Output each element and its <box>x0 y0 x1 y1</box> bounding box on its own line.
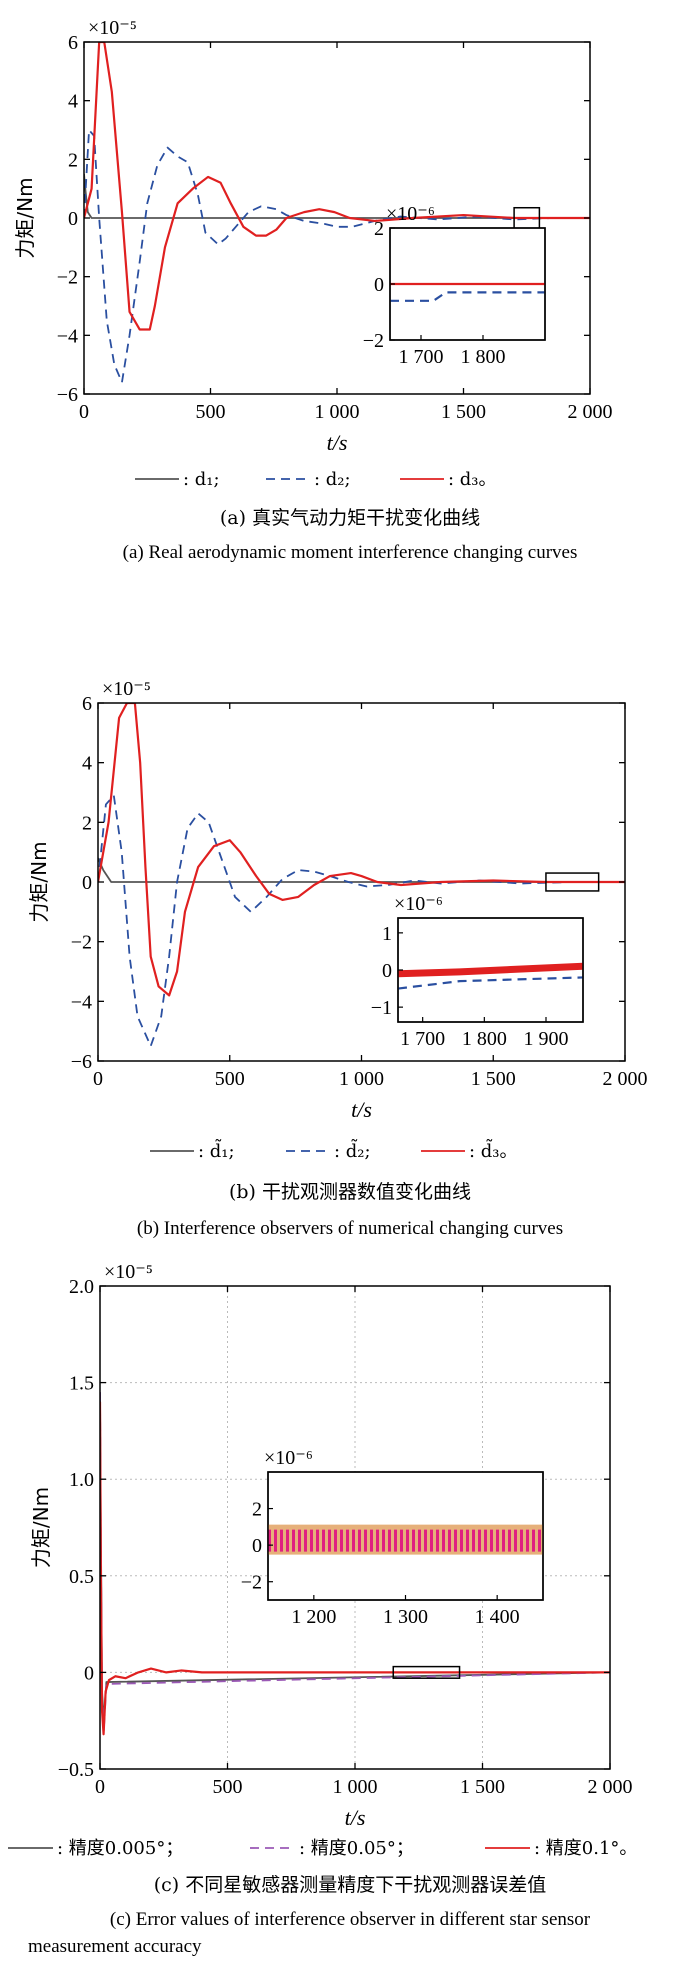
y-tick-label: 0.5 <box>69 1566 94 1588</box>
y-tick-label: 0 <box>68 208 78 230</box>
legend-label-3: : d̃₃。 <box>469 1139 518 1162</box>
series-line-3 <box>98 703 625 997</box>
y-axis-label: 力矩/Nm <box>13 177 37 258</box>
y-exponent-label: ×10⁻⁵ <box>104 1261 153 1283</box>
y-exponent-label: ×10⁻⁵ <box>102 678 151 700</box>
inset-y-tick-label: 0 <box>382 960 392 982</box>
inset-y-tick-label: 0 <box>252 1535 262 1557</box>
legend-label-1: : 精度0.005°； <box>57 1838 183 1859</box>
y-tick-label: 1.0 <box>69 1469 94 1491</box>
y-exponent-label: ×10⁻⁵ <box>88 17 137 39</box>
y-tick-label: −2 <box>71 932 92 954</box>
y-tick-label: −0.5 <box>58 1759 94 1781</box>
series-line-3 <box>84 42 590 331</box>
legend-label-1: : d̃₁; <box>198 1139 235 1162</box>
y-axis-label: 力矩/Nm <box>29 1487 53 1568</box>
y-tick-label: 6 <box>82 693 92 715</box>
caption-en-line-1: (c) Error values of interference observe… <box>110 1909 591 1930</box>
inset-y-tick-label: −2 <box>241 1572 262 1594</box>
legend-label-2: : d̃₂; <box>334 1139 371 1162</box>
inset-y-exponent-label: ×10⁻⁶ <box>386 203 435 225</box>
legend-label-1: : d₁; <box>183 469 220 490</box>
inset-y-tick-label: 0 <box>374 274 384 296</box>
x-tick-label: 2 000 <box>568 401 613 423</box>
y-tick-label: −6 <box>71 1051 92 1073</box>
y-tick-label: −4 <box>57 325 78 347</box>
y-tick-label: 2 <box>82 812 92 834</box>
series-line-2 <box>84 129 590 384</box>
chart-1: 0 500 1 000 1 500 2 000 −6 −4 −2 0 2 4 6 ×10⁻⁵ 力矩/Nm t… <box>27 678 648 1239</box>
x-tick-label: 1 500 <box>471 1068 516 1090</box>
inset-y-tick-label: 2 <box>374 218 384 240</box>
inset-y-exponent-label: ×10⁻⁶ <box>264 1447 313 1469</box>
x-axis-label: t/s <box>351 1097 372 1122</box>
x-tick-label: 1 000 <box>333 1776 378 1798</box>
inset-x-tick-label: 1 800 <box>461 346 506 368</box>
legend-label-3: : 精度0.1°。 <box>534 1838 637 1859</box>
x-tick-label: 1 500 <box>441 401 486 423</box>
y-tick-label: 4 <box>68 91 78 113</box>
inset-y-tick-label: 1 <box>382 923 392 945</box>
y-tick-label: −2 <box>57 267 78 289</box>
x-tick-label: 0 <box>93 1068 103 1090</box>
y-tick-label: 0 <box>84 1662 94 1684</box>
inset-series-line-1 <box>398 976 583 990</box>
inset-y-tick-label: 2 <box>252 1499 262 1521</box>
y-tick-label: 6 <box>68 32 78 54</box>
legend-label-2: : d₂; <box>314 469 351 490</box>
inset-y-tick-label: −2 <box>363 330 384 352</box>
x-tick-label: 500 <box>213 1776 243 1798</box>
inset-x-tick-label: 1 700 <box>399 346 444 368</box>
zoom-region-box <box>545 872 600 892</box>
chart-0: 0 500 1 000 1 500 2 000 −6 −4 −2 0 2 4 6 ×10⁻⁵ 力矩/Nm t… <box>13 17 613 563</box>
x-tick-label: 1 500 <box>460 1776 505 1798</box>
inset-series-line-2 <box>398 962 583 978</box>
y-tick-label: −4 <box>71 991 92 1013</box>
zoom-region-box <box>392 1665 461 1679</box>
x-tick-label: 2 000 <box>588 1776 633 1798</box>
y-tick-label: 4 <box>82 753 92 775</box>
inset-y-exponent-label: ×10⁻⁶ <box>394 893 443 915</box>
caption-cn: (a) 真实气动力矩干扰变化曲线 <box>220 507 480 529</box>
x-tick-label: 0 <box>79 401 89 423</box>
x-axis-label: t/s <box>345 1805 366 1830</box>
legend-label-2: : 精度0.05°； <box>299 1838 414 1859</box>
y-tick-label: 0 <box>82 872 92 894</box>
inset-y-tick-label: −1 <box>371 997 392 1019</box>
y-tick-label: 1.5 <box>69 1373 94 1395</box>
inset-series-line-1 <box>390 291 545 302</box>
inset-x-tick-label: 1 900 <box>524 1028 569 1050</box>
y-tick-label: 2 <box>68 149 78 171</box>
series-line-1 <box>84 173 590 219</box>
x-tick-label: 1 000 <box>315 401 360 423</box>
x-tick-label: 500 <box>215 1068 245 1090</box>
caption-en: (b) Interference observers of numerical … <box>137 1218 563 1239</box>
series-line-2 <box>98 794 625 1047</box>
inset-x-tick-label: 1 300 <box>383 1606 428 1628</box>
inset-x-tick-label: 1 700 <box>400 1028 445 1050</box>
inset-x-tick-label: 1 400 <box>475 1606 520 1628</box>
chart-2: 0 500 1 000 1 500 2 000−0.500.51.01.52.0×10⁻… <box>8 1261 637 1957</box>
x-tick-label: 500 <box>196 401 226 423</box>
caption-cn: (c) 不同星敏感器测量精度下干扰观测器误差值 <box>154 1874 547 1896</box>
x-tick-label: 2 000 <box>603 1068 648 1090</box>
caption-en: (a) Real aerodynamic moment interference… <box>123 542 578 563</box>
y-axis-label: 力矩/Nm <box>27 841 51 922</box>
caption-cn: (b) 干扰观测器数值变化曲线 <box>229 1181 471 1203</box>
x-tick-label: 1 000 <box>339 1068 384 1090</box>
legend-label-3: : d₃。 <box>448 469 497 490</box>
inset-x-tick-label: 1 200 <box>291 1606 336 1628</box>
caption-en-line-2: measurement accuracy <box>28 1936 202 1957</box>
inset-x-tick-label: 1 800 <box>462 1028 507 1050</box>
x-tick-label: 0 <box>95 1776 105 1798</box>
y-tick-label: 2.0 <box>69 1276 94 1298</box>
x-axis-label: t/s <box>327 430 348 455</box>
series-line-3 <box>100 1401 610 1736</box>
y-tick-label: −6 <box>57 384 78 406</box>
